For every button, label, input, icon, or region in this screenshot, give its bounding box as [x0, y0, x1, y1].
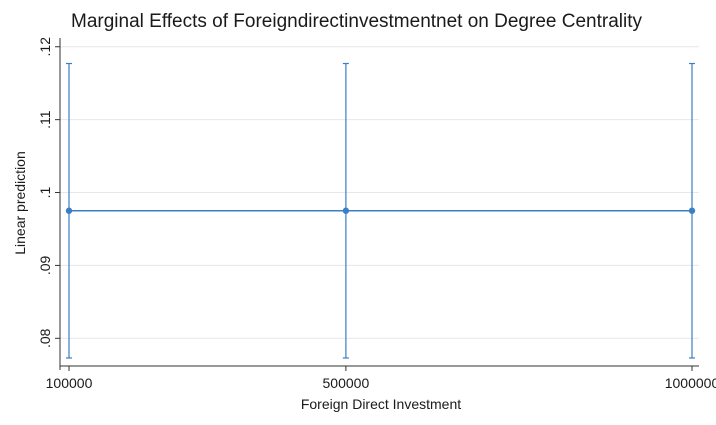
- x-tick-label: 100000: [46, 375, 93, 391]
- data-point: [688, 207, 696, 214]
- x-tick-label: 500000: [323, 375, 370, 391]
- y-tick-label: .1: [37, 186, 53, 198]
- data-point: [342, 207, 350, 214]
- series-layer: [65, 62, 696, 359]
- y-tick-label: .12: [37, 37, 53, 57]
- y-tick-label: .11: [37, 110, 53, 129]
- x-axis-label: Foreign Direct Investment: [301, 396, 461, 412]
- y-axis-label: Linear prediction: [12, 151, 28, 255]
- axes: .08 .09 .1 .11 .12 100000 500000 1000000: [37, 37, 716, 391]
- y-tick-label: .08: [37, 328, 53, 348]
- grid-lines: [60, 46, 699, 339]
- chart-title: Marginal Effects of Foreigndirectinvestm…: [71, 11, 642, 32]
- data-point: [65, 207, 73, 214]
- y-tick-label: .09: [37, 255, 53, 275]
- x-tick-label: 1000000: [665, 375, 716, 391]
